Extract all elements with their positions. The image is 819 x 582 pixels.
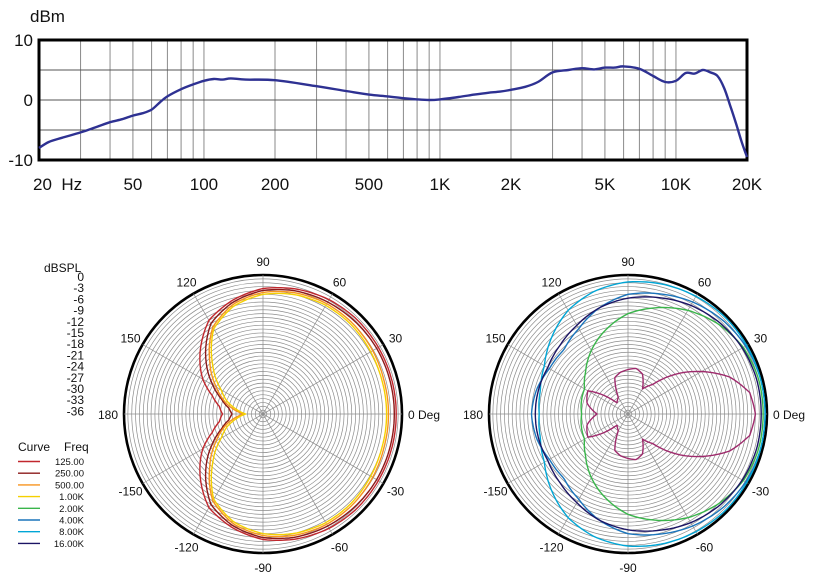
x-tick-label: 20 Hz [33,175,82,194]
polar-plot-right: 0 Deg 30 60 90 120 150 180 -150 -120 -90 -60 -30 [463,255,805,575]
polar-angle-label: 120 [541,275,561,289]
polar-curve-125.00 [199,287,397,541]
plot-frame [37,38,749,162]
polar-angle-label: 150 [120,332,140,346]
y-axis-label: dBm [30,7,65,26]
radial-tick-label: -12 [67,315,85,329]
polar-angle-label: 30 [754,332,768,346]
polar-angle-label: 180 [98,408,118,422]
x-tick-label: 1K [430,175,451,194]
radial-tick-label: -36 [67,404,85,418]
polar-curve-4.00K [530,292,766,536]
polar-angle-label: 60 [333,275,347,289]
polar-angle-label: 0 Deg [773,408,805,422]
polar-curve-16.00K [534,296,762,532]
polar-scale-title: dBSPL [44,261,82,275]
polar-angle-label: 90 [256,255,270,269]
y-tick-labels: 10 0 -10 [8,31,33,170]
polar-angle-label: 180 [463,408,483,422]
frequency-response-chart: dBm 100-10 20 Hz 50 100 200 500 1K 2K 5K 10K 20K [8,7,762,194]
legend-freq-label: 500.00 [55,480,84,491]
radial-tick-labels: 0-3-6-9-12-15-18-21-24-27-30-33-36 [67,270,85,418]
polar-angle-label: -30 [752,485,770,499]
radial-tick-label: -24 [67,360,85,374]
polar-angle-label: -120 [539,541,563,555]
legend-freq-label: 1.00K [59,492,84,503]
polar-angle-label: -150 [483,485,507,499]
polar-angle-label: 150 [485,332,505,346]
polar-curve-1.00K [210,292,388,536]
chart-grid [39,40,747,160]
y-tick-label: 0 [24,91,33,110]
polar-angle-label: 0 Deg [408,408,440,422]
x-tick-label: 20K [732,175,763,194]
polar-curve-250.00 [204,288,395,540]
legend-freq-label: 2.00K [59,504,84,515]
polar-angle-label: 60 [698,275,712,289]
polar-angle-label: -120 [174,541,198,555]
x-tick-label: 50 [123,175,142,194]
polar-angle-label: -150 [118,485,142,499]
polar-plot-left: 0 Deg 30 60 90 120 150 180 -150 -120 -90 -60 -30 [98,255,440,575]
legend-freq-label: 4.00K [59,516,84,527]
x-tick-label: 200 [261,175,289,194]
polar-curve-2.00K [580,306,764,522]
y-tick-label: 10 [14,31,33,50]
polar-scale-labels: dBSPL 0-3-6-9-12-15-18-21-24-27-30-33-36 [44,261,84,418]
polar-angle-label: -90 [619,561,637,575]
radial-tick-label: -18 [67,337,85,351]
polar-angle-label: 30 [389,332,403,346]
polar-angle-label: -60 [331,541,349,555]
radial-tick-label: 0 [77,270,84,284]
radial-tick-label: -21 [67,348,85,362]
legend-freq-label: 125.00 [55,457,84,468]
legend-items: 125.00250.00500.001.00K2.00K4.00K8.00K16… [18,457,85,550]
y-tick-label: -10 [8,151,33,170]
x-tick-label: 2K [501,175,522,194]
radial-tick-label: -30 [67,382,85,396]
legend-header-curve: Curve [18,440,50,454]
radial-tick-label: -9 [73,304,84,318]
radial-tick-label: -6 [73,292,84,306]
legend-header-freq: Freq [64,440,89,454]
x-tick-label: 5K [595,175,616,194]
x-tick-labels: 20 Hz 50 100 200 500 1K 2K 5K 10K 20K [33,175,763,194]
legend: Curve Freq 125.00250.00500.001.00K2.00K4… [18,440,89,550]
radial-tick-label: -27 [67,371,85,385]
x-tick-label: 10K [661,175,692,194]
polar-angle-label: 120 [176,275,196,289]
polar-angle-label: 90 [621,255,635,269]
x-tick-label: 100 [190,175,218,194]
polar-spoke [142,344,384,484]
legend-freq-label: 250.00 [55,469,84,480]
polar-curve-8.00K [538,281,766,547]
polar-angle-label: -30 [387,485,405,499]
radial-tick-label: -33 [67,393,85,407]
polar-angle-label: -60 [696,541,714,555]
legend-freq-label: 8.00K [59,527,84,538]
polar-curve-extra [586,367,757,461]
legend-freq-label: 16.00K [54,539,85,550]
x-tick-label: 500 [355,175,383,194]
polar-angle-label: -90 [254,561,272,575]
radial-tick-label: -15 [67,326,85,340]
response-curve [38,65,749,158]
radial-tick-label: -3 [73,281,84,295]
